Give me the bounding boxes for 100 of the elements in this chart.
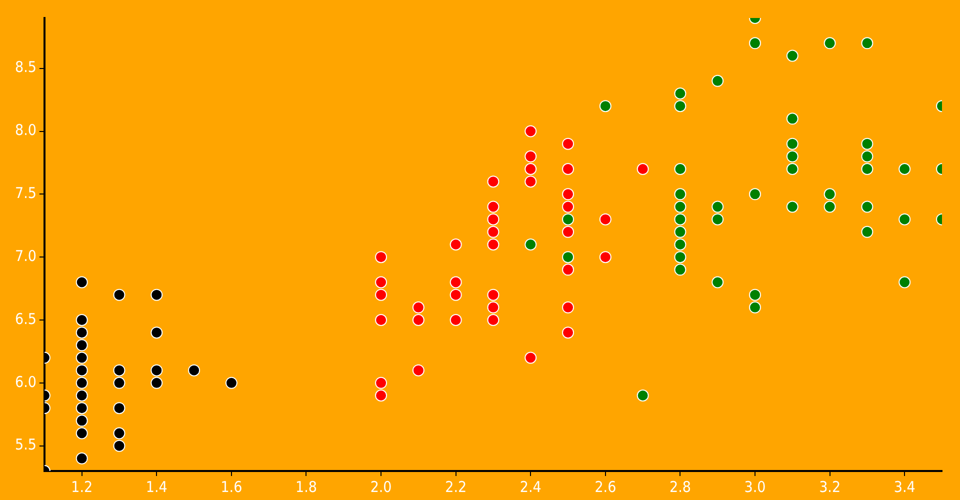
x-tick-label: 3.0 (744, 478, 766, 496)
point (524, 352, 537, 364)
y-tick-label: 8.5 (15, 58, 36, 76)
point (562, 326, 574, 339)
point (786, 112, 798, 125)
point (375, 390, 388, 402)
point (76, 352, 88, 364)
point (76, 402, 88, 414)
point (786, 50, 798, 62)
point (674, 200, 686, 213)
point (562, 138, 574, 150)
point (150, 376, 163, 389)
point (76, 390, 88, 402)
x-tick-label: 2.6 (594, 478, 616, 496)
point (188, 364, 200, 376)
point (113, 427, 126, 440)
y-tick-label: 7.5 (15, 184, 36, 202)
point (412, 301, 424, 314)
point (749, 188, 762, 200)
point (674, 188, 686, 200)
x-tick-label: 1.4 (146, 478, 168, 496)
point (375, 276, 388, 288)
point (76, 427, 88, 440)
point (749, 288, 762, 301)
point (375, 288, 388, 301)
point (524, 150, 537, 162)
point (76, 364, 88, 376)
x-tick-label: 2.8 (669, 478, 691, 496)
y-tick-label: 5.5 (15, 436, 36, 454)
point (450, 314, 462, 326)
point (113, 364, 126, 376)
point (749, 37, 762, 50)
point (674, 251, 686, 264)
x-tick-label: 3.4 (894, 478, 916, 496)
point (562, 163, 574, 175)
point (712, 200, 724, 213)
point (412, 314, 424, 326)
point (861, 150, 874, 162)
point (76, 376, 88, 389)
point (76, 326, 88, 339)
point (599, 100, 612, 112)
point (375, 251, 388, 264)
point (487, 226, 500, 238)
point (487, 176, 500, 188)
point (562, 264, 574, 276)
point (113, 376, 126, 389)
point (674, 163, 686, 175)
point (898, 163, 911, 175)
point (225, 376, 238, 389)
point (824, 37, 836, 50)
point (150, 326, 163, 339)
point (113, 288, 126, 301)
point (674, 213, 686, 226)
point (786, 163, 798, 175)
point (562, 301, 574, 314)
point (375, 376, 388, 389)
point (524, 176, 537, 188)
point (636, 390, 649, 402)
y-tick-label: 8.0 (15, 121, 36, 140)
point (861, 138, 874, 150)
point (861, 163, 874, 175)
x-tick-label: 1.6 (220, 478, 242, 496)
x-tick-label: 2.0 (370, 478, 392, 496)
point (524, 163, 537, 175)
point (562, 188, 574, 200)
point (524, 125, 537, 138)
point (712, 74, 724, 87)
point (76, 452, 88, 464)
x-tick-label: 2.4 (520, 478, 542, 496)
point (824, 200, 836, 213)
point (450, 288, 462, 301)
point (712, 213, 724, 226)
x-tick-label: 2.2 (445, 478, 467, 496)
point (898, 213, 911, 226)
point (861, 200, 874, 213)
point (76, 339, 88, 352)
x-tick-label: 3.2 (819, 478, 841, 496)
point (599, 251, 612, 264)
point (674, 226, 686, 238)
point (636, 163, 649, 175)
point (824, 188, 836, 200)
point (150, 288, 163, 301)
point (375, 314, 388, 326)
point (898, 276, 911, 288)
point (861, 226, 874, 238)
point (674, 238, 686, 250)
point (450, 276, 462, 288)
point (674, 264, 686, 276)
point (76, 414, 88, 427)
point (524, 238, 537, 250)
point (487, 301, 500, 314)
point (712, 276, 724, 288)
point (562, 251, 574, 264)
point (487, 200, 500, 213)
point (76, 276, 88, 288)
x-tick-label: 1.2 (71, 478, 93, 496)
point (487, 288, 500, 301)
point (562, 200, 574, 213)
point (487, 238, 500, 250)
point (674, 100, 686, 112)
